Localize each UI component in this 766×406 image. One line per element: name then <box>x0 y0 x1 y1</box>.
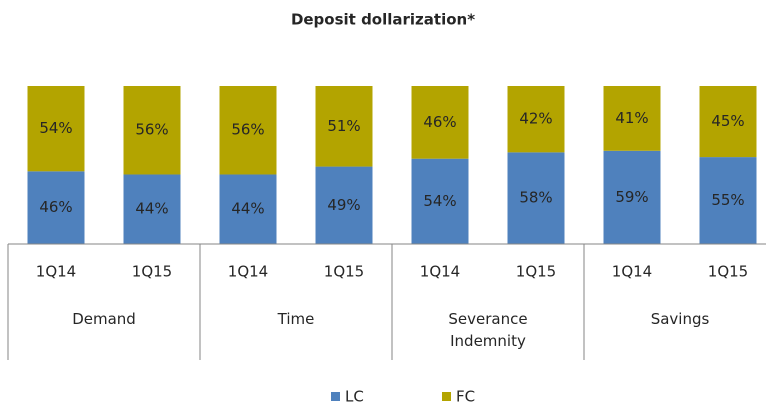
group-label: Time <box>277 310 315 328</box>
group-label: Severance Indemnity <box>448 310 528 350</box>
bar-segment <box>411 158 469 244</box>
value-label: 55% <box>711 191 744 209</box>
bar-segment <box>507 152 565 244</box>
value-label: 59% <box>615 188 648 206</box>
bar-segment <box>603 86 661 151</box>
bar-segment <box>123 86 181 175</box>
x-tick-label: 1Q15 <box>516 263 556 281</box>
bar-segment <box>123 174 181 244</box>
legend-label: LC <box>345 388 364 406</box>
value-label: 58% <box>519 189 552 207</box>
bar-segment <box>699 157 757 244</box>
legend-label: FC <box>456 388 475 406</box>
x-tick-label: 1Q14 <box>420 263 460 281</box>
chart-title: Deposit dollarization* <box>291 11 475 29</box>
bar-segment <box>27 86 85 172</box>
value-label: 46% <box>423 113 456 131</box>
value-label: 49% <box>327 196 360 214</box>
bar-segment <box>219 174 277 244</box>
group-label: Savings <box>650 310 710 328</box>
legend-swatch <box>442 392 451 401</box>
bar-segment <box>411 86 469 159</box>
x-tick-label: 1Q15 <box>132 263 172 281</box>
bar-segment <box>507 86 565 153</box>
bar-segment <box>315 86 373 167</box>
x-tick-label: 1Q15 <box>708 263 748 281</box>
value-label: 54% <box>423 192 456 210</box>
value-label: 54% <box>39 119 72 137</box>
bar-segment <box>315 166 373 244</box>
value-label: 44% <box>135 200 168 218</box>
value-label: 51% <box>327 117 360 135</box>
bar-segment <box>219 86 277 175</box>
group-label: Demand <box>72 310 136 328</box>
x-tick-label: 1Q14 <box>228 263 268 281</box>
value-label: 56% <box>231 121 264 139</box>
x-tick-label: 1Q14 <box>612 263 652 281</box>
value-label: 41% <box>615 109 648 127</box>
bar-segment <box>27 171 85 244</box>
legend-swatch <box>331 392 340 401</box>
value-label: 44% <box>231 200 264 218</box>
x-tick-label: 1Q15 <box>324 263 364 281</box>
value-label: 46% <box>39 198 72 216</box>
bar-segment <box>699 86 757 158</box>
value-label: 56% <box>135 121 168 139</box>
bar-segment <box>603 150 661 244</box>
value-label: 45% <box>711 112 744 130</box>
x-tick-label: 1Q14 <box>36 263 76 281</box>
value-label: 42% <box>519 110 552 128</box>
